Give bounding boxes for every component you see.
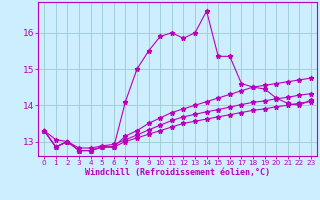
X-axis label: Windchill (Refroidissement éolien,°C): Windchill (Refroidissement éolien,°C) (85, 168, 270, 177)
